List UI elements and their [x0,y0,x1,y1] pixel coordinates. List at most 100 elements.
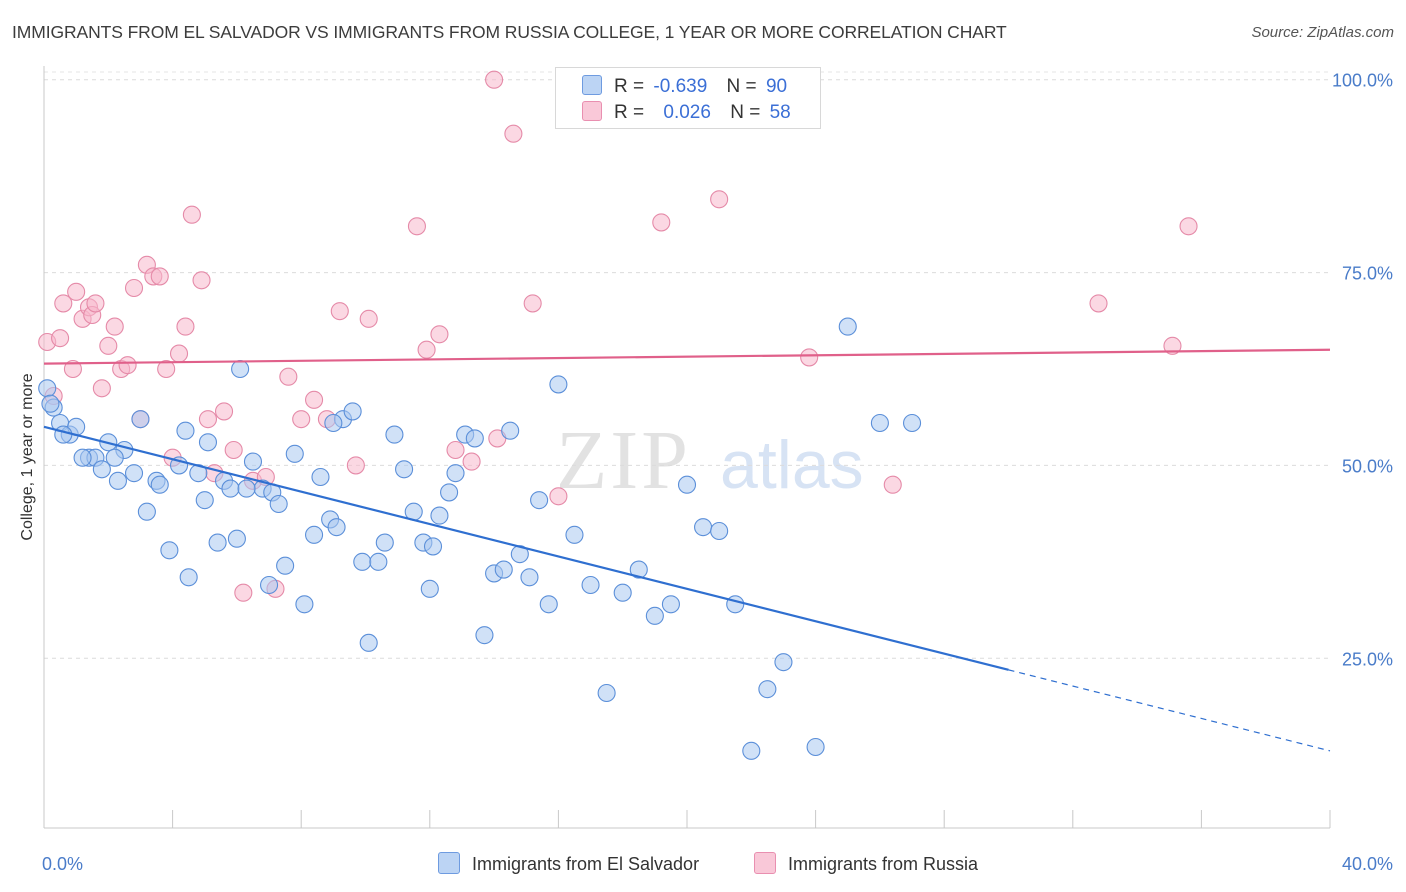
el-salvador-point [108,471,127,490]
el-salvador-point [311,467,330,487]
russia-point [462,452,481,471]
russia-point [54,294,73,313]
el-salvador-point [41,394,60,413]
el-salvador-point [446,464,465,483]
russia-point [118,356,137,375]
el-salvador-point [870,413,889,433]
russia-point [51,329,70,348]
x-tick-label-0: 0.0% [42,854,83,874]
legend-label-russia: Immigrants from Russia [788,854,979,874]
legend-r-value: -0.639 [653,76,708,97]
russia-point [157,359,176,379]
russia-point [92,379,111,398]
el-salvador-point [597,683,616,703]
el-salvador-point [92,460,111,479]
el-salvador-point [710,521,729,541]
correlation-legend: R = -0.639 N = 90 R = 0.026 N = 58 [555,67,821,129]
russia-point [214,402,234,421]
russia-point [549,487,568,506]
el-salvador-point [353,552,372,571]
russia-point [1163,336,1182,355]
el-salvador-point [243,452,263,471]
russia-point [523,294,542,313]
el-salvador-point [237,479,256,498]
russia-point [99,336,118,355]
el-salvador-point [465,429,484,448]
el-salvador-point [629,560,648,579]
x-tick-labels: 0.0% 40.0% [42,854,1393,874]
el-salvador-point [581,575,600,595]
russia-point [198,410,218,429]
russia-point [150,267,169,286]
el-salvador-point [565,525,584,544]
russia-point [883,475,902,494]
el-salvador-point [440,483,459,502]
y-tick-labels: 25.0% 50.0% 75.0% 100.0% [1332,71,1393,670]
el-salvador-point [501,421,520,440]
el-salvador-point [221,479,240,498]
el-salvador-point [276,556,295,575]
el-salvador-point [475,626,494,645]
russia-point [169,344,189,363]
legend-n-label: N = [726,76,757,97]
russia-point [359,309,378,328]
el-salvador-point [539,595,558,614]
y-tick-label-1: 50.0% [1342,456,1393,476]
russia-point [1089,294,1108,313]
el-salvador-point [902,413,922,433]
el-salvador-point [677,475,697,494]
russia-point [224,440,243,460]
russia-point [330,302,349,321]
el-salvador-point [423,537,443,556]
russia-point [86,294,105,313]
russia-point [346,456,365,475]
el-salvador-point [38,379,57,398]
el-salvador-point [105,448,124,467]
legend-item-russia: Immigrants from Russia [754,852,978,875]
trend-line-el-salvador [43,425,1009,671]
el-salvador-point [726,595,745,614]
legend-swatch-russia [754,852,776,874]
russia-point [176,317,195,336]
el-salvador-point [176,421,195,440]
el-salvador-point [343,402,362,421]
legend-swatch-el-salvador [582,75,602,95]
legend-r-label: R = [614,76,645,97]
trend-line-el-salvador-extension [1008,669,1331,752]
russia-point [124,278,144,298]
watermark-zip: ZIP [556,414,691,507]
russia-point [192,271,211,290]
legend-item-el-salvador: Immigrants from El Salvador [438,852,699,875]
el-salvador-point [395,460,414,479]
legend-n-label: N = [730,102,761,123]
el-salvador-point [806,737,825,757]
el-salvador-point [613,583,632,602]
el-salvador-point [195,491,214,510]
russia-point [292,410,311,429]
y-tick-label-3: 100.0% [1332,71,1393,91]
legend-n-value: 58 [769,102,791,123]
chart-title: IMMIGRANTS FROM EL SALVADOR VS IMMIGRANT… [12,22,1007,42]
legend-row-russia: R = 0.026 N = 58 [582,101,791,125]
el-salvador-point [131,410,150,429]
el-salvador-point [774,653,793,672]
axes [43,66,1331,829]
series-russia-points [38,70,1198,602]
legend-n-value: 90 [765,76,788,97]
el-salvador-point [208,533,227,552]
el-salvador-point [137,502,156,521]
el-salvador-point [375,533,394,552]
russia-point [182,205,201,224]
el-salvador-point [150,475,169,494]
el-salvador-point [758,680,777,699]
legend-swatch-el-salvador [438,852,460,874]
el-salvador-point [494,560,513,579]
legend-r-label: R = [614,102,645,123]
el-salvador-point [742,741,761,760]
trend-lines [43,348,1331,752]
el-salvador-point [645,606,664,625]
el-salvador-point [54,425,73,444]
el-salvador-point [520,568,539,587]
y-tick-label-0: 25.0% [1342,649,1393,669]
el-salvador-point [327,518,346,537]
